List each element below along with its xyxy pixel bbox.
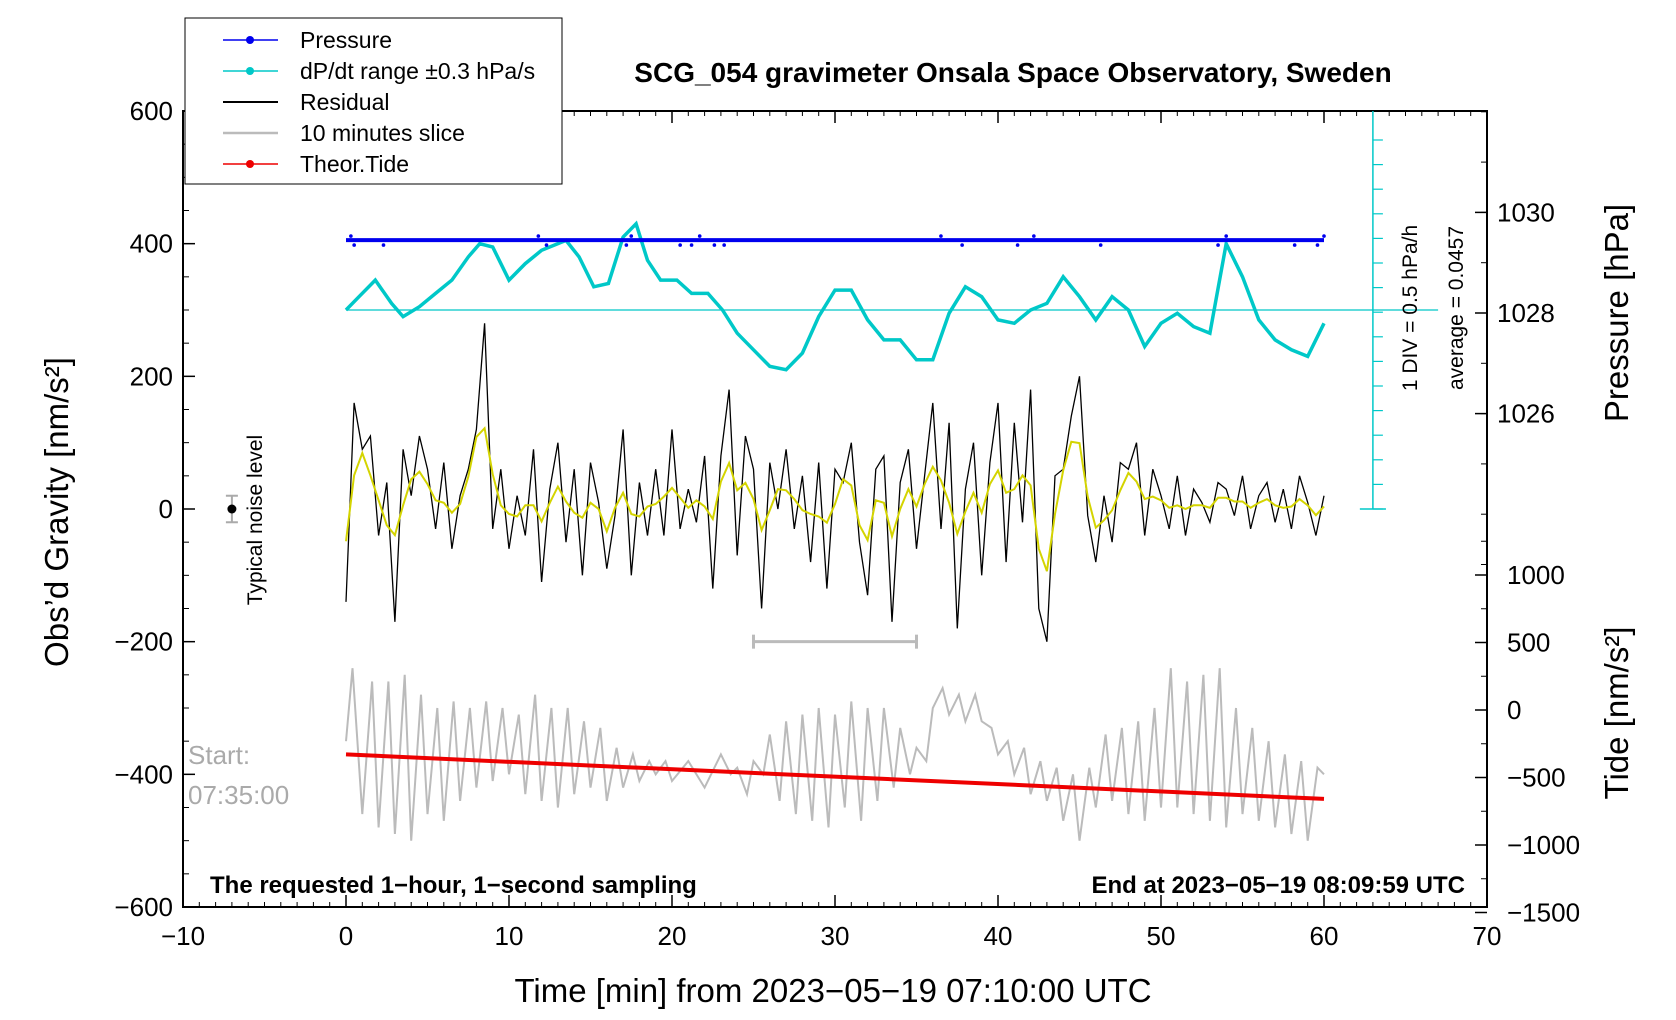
legend-item-slice: 10 minutes slice (223, 120, 465, 146)
pressure-point (1322, 234, 1326, 238)
tide-tick-label: −1500 (1507, 898, 1580, 928)
noise-level-label: Typical noise level (244, 435, 267, 605)
legend-item-tide: Theor.Tide (223, 151, 409, 177)
x-axis-title: Time [min] from 2023−05−19 07:10:00 UTC (514, 972, 1151, 1009)
y-tick-label: 600 (130, 96, 173, 126)
dpdt-line (344, 220, 1326, 372)
pressure-tick-label: 1028 (1497, 298, 1555, 328)
pressure-point (1224, 234, 1228, 238)
pressure-point (629, 234, 634, 238)
x-tick-label: 10 (495, 921, 524, 951)
legend-label-tide: Theor.Tide (300, 151, 409, 177)
y-tick-label: −200 (114, 627, 173, 657)
x-tick-label: 40 (984, 921, 1013, 951)
pressure-point (1216, 243, 1220, 247)
pressure-point (381, 243, 386, 247)
pressure-point (697, 234, 702, 238)
pressure-point (1098, 243, 1103, 247)
pressure-point (352, 243, 356, 247)
pressure-point (349, 234, 353, 238)
pressure-point (939, 234, 943, 238)
legend-item-residual: Residual (223, 89, 390, 115)
noise-point (227, 504, 237, 514)
legend: Pressure dP/dt range ±0.3 hPa/s Residual… (184, 17, 563, 185)
x-tick-label: 0 (339, 921, 353, 951)
pressure-point (960, 243, 964, 247)
pressure-point (678, 243, 682, 247)
legend-label-residual: Residual (300, 89, 390, 115)
chart-title: SCG_054 gravimeter Onsala Space Observat… (634, 57, 1391, 88)
x-tick-label: 20 (658, 921, 687, 951)
scale-average-label: average = 0.0457 (1445, 226, 1468, 390)
y-tick-label: 200 (130, 361, 173, 391)
series-layer (225, 111, 1439, 841)
pressure-point (689, 243, 694, 247)
y-tick-label: 400 (130, 229, 173, 259)
legend-label-slice: 10 minutes slice (300, 120, 465, 146)
tide-tick-label: −1000 (1507, 830, 1580, 860)
note-sampling: The requested 1−hour, 1−second sampling (210, 872, 697, 899)
y-tick-label: −600 (114, 892, 173, 922)
pressure-tick-label: 1026 (1497, 399, 1555, 429)
pressure-tick-label: 1030 (1497, 197, 1555, 227)
scale-div-label: 1 DIV = 0.5 hPa/h (1399, 225, 1422, 391)
start-time: 07:35:00 (188, 780, 289, 810)
x-tick-label: 30 (821, 921, 850, 951)
y-tick-label: −400 (114, 759, 173, 789)
y-axis-title-pressure: Pressure [hPa] (1598, 204, 1635, 422)
pressure-point (1315, 243, 1320, 247)
y-axis-title-left: Obs’d Gravity [nm/s²] (38, 357, 75, 667)
pressure-point (1292, 243, 1297, 247)
tide-tick-label: 0 (1507, 695, 1521, 725)
pressure-point (1015, 243, 1020, 247)
start-label: Start: (188, 740, 250, 770)
y-tick-label: 0 (159, 494, 173, 524)
slice-line (345, 668, 1325, 841)
tide-line (345, 752, 1325, 801)
pressure-point (536, 234, 541, 238)
x-tick-label: 60 (1310, 921, 1339, 951)
pressure-point (544, 243, 549, 247)
x-tick-label: 70 (1473, 921, 1502, 951)
pressure-point (624, 243, 629, 247)
y-axis-title-tide: Tide [nm/s²] (1598, 627, 1635, 800)
legend-item-dpdt: dP/dt range ±0.3 hPa/s (223, 58, 535, 84)
axis-ticks: −10 0 10 20 30 40 50 60 70 600 400 200 0 −200 −400 −600… (114, 96, 1580, 951)
plot-frame (182, 110, 1488, 908)
legend-label-pressure: Pressure (300, 27, 392, 53)
residual-line (345, 323, 1325, 642)
pressure-point (712, 243, 717, 247)
tide-tick-label: 1000 (1507, 560, 1565, 590)
legend-label-dpdt: dP/dt range ±0.3 hPa/s (300, 58, 535, 84)
tide-tick-label: −500 (1507, 763, 1566, 793)
x-tick-label: 50 (1147, 921, 1176, 951)
x-tick-label: −10 (161, 921, 205, 951)
pressure-point (722, 243, 726, 247)
legend-item-pressure: Pressure (223, 27, 392, 53)
pressure-point (1032, 234, 1036, 238)
residual-smoothed-line (345, 426, 1325, 572)
note-end-time: End at 2023−05−19 08:09:59 UTC (1091, 872, 1465, 899)
tide-tick-label: 500 (1507, 628, 1550, 658)
